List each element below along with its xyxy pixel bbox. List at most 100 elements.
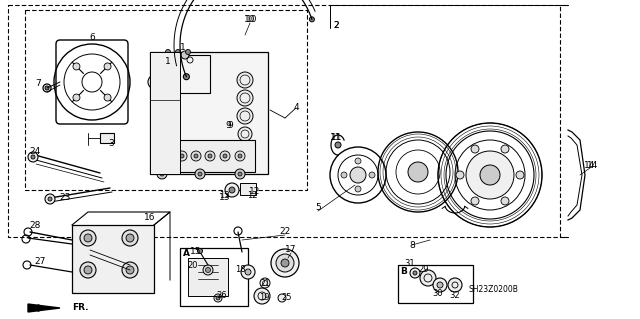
Circle shape <box>239 142 251 154</box>
Bar <box>155 140 255 172</box>
Text: 18: 18 <box>235 265 245 275</box>
Polygon shape <box>28 304 60 312</box>
Circle shape <box>220 151 230 161</box>
Text: 17: 17 <box>285 246 297 255</box>
Text: A: A <box>182 249 189 258</box>
Text: 31: 31 <box>404 258 415 268</box>
Circle shape <box>238 154 242 158</box>
Text: 11: 11 <box>330 133 342 143</box>
Text: 12: 12 <box>250 188 260 197</box>
Circle shape <box>45 194 55 204</box>
Circle shape <box>104 94 111 101</box>
Circle shape <box>122 230 138 246</box>
Text: 25: 25 <box>282 293 292 302</box>
Circle shape <box>208 154 212 158</box>
Circle shape <box>369 172 375 178</box>
Text: SH23Z0200B: SH23Z0200B <box>468 285 518 293</box>
Circle shape <box>126 234 134 242</box>
Circle shape <box>31 155 35 159</box>
Text: 22: 22 <box>280 227 291 236</box>
Circle shape <box>309 17 314 22</box>
Text: FR.: FR. <box>72 303 88 313</box>
Text: 14: 14 <box>584 160 596 169</box>
Text: 27: 27 <box>35 257 45 266</box>
Circle shape <box>80 230 96 246</box>
Text: 21: 21 <box>260 278 269 287</box>
Circle shape <box>238 172 242 176</box>
Text: 24: 24 <box>29 147 40 157</box>
Circle shape <box>157 169 167 179</box>
Text: 5: 5 <box>315 204 321 212</box>
Circle shape <box>254 288 270 304</box>
Circle shape <box>420 270 436 286</box>
Circle shape <box>216 296 220 300</box>
Circle shape <box>350 167 366 183</box>
Text: 15: 15 <box>190 248 202 256</box>
Text: 28: 28 <box>29 220 41 229</box>
Text: 8: 8 <box>409 241 415 249</box>
Circle shape <box>191 151 201 161</box>
Circle shape <box>163 151 173 161</box>
Circle shape <box>225 183 239 197</box>
Circle shape <box>203 265 213 275</box>
Text: 1: 1 <box>165 57 171 66</box>
Text: 11: 11 <box>332 132 343 142</box>
Circle shape <box>84 266 92 274</box>
Circle shape <box>73 63 80 70</box>
Circle shape <box>480 165 500 185</box>
Text: 14: 14 <box>588 160 598 169</box>
Text: 9: 9 <box>225 121 231 130</box>
Circle shape <box>355 158 361 164</box>
Bar <box>72 225 154 293</box>
Circle shape <box>84 234 92 242</box>
Circle shape <box>271 249 299 277</box>
Circle shape <box>501 145 509 153</box>
Circle shape <box>341 172 347 178</box>
Text: 26: 26 <box>217 292 227 300</box>
Circle shape <box>471 145 479 153</box>
Circle shape <box>471 197 479 205</box>
Text: 13: 13 <box>219 191 229 201</box>
Circle shape <box>198 249 202 254</box>
Text: 10: 10 <box>246 16 258 25</box>
Circle shape <box>501 197 509 205</box>
Text: 4: 4 <box>293 102 299 112</box>
Text: 2: 2 <box>333 20 339 29</box>
Text: 20: 20 <box>188 261 198 270</box>
Circle shape <box>245 269 251 275</box>
Circle shape <box>181 51 189 59</box>
Text: 2: 2 <box>333 20 339 29</box>
Circle shape <box>166 49 170 55</box>
Text: 1: 1 <box>180 42 186 51</box>
Bar <box>150 52 268 174</box>
Text: 10: 10 <box>244 16 256 25</box>
Circle shape <box>205 268 211 272</box>
Text: 7: 7 <box>35 78 41 87</box>
Circle shape <box>45 86 49 90</box>
Text: 23: 23 <box>60 194 70 203</box>
Circle shape <box>355 186 361 192</box>
Text: 12: 12 <box>247 190 257 199</box>
Circle shape <box>237 90 253 106</box>
Text: 16: 16 <box>144 213 156 222</box>
Text: 13: 13 <box>220 194 231 203</box>
Bar <box>240 183 256 195</box>
Bar <box>25 10 307 190</box>
Bar <box>150 52 180 174</box>
Text: 19: 19 <box>259 293 269 302</box>
Circle shape <box>281 259 289 267</box>
Circle shape <box>466 151 514 199</box>
Circle shape <box>413 271 417 275</box>
Bar <box>180 248 248 306</box>
Circle shape <box>73 94 80 101</box>
Circle shape <box>186 49 191 55</box>
Circle shape <box>229 187 235 193</box>
Bar <box>8 5 560 237</box>
Circle shape <box>410 268 420 278</box>
Text: 29: 29 <box>419 265 429 275</box>
Circle shape <box>80 262 96 278</box>
Circle shape <box>177 151 187 161</box>
Circle shape <box>223 154 227 158</box>
Circle shape <box>237 72 253 88</box>
Text: 32: 32 <box>450 291 460 300</box>
